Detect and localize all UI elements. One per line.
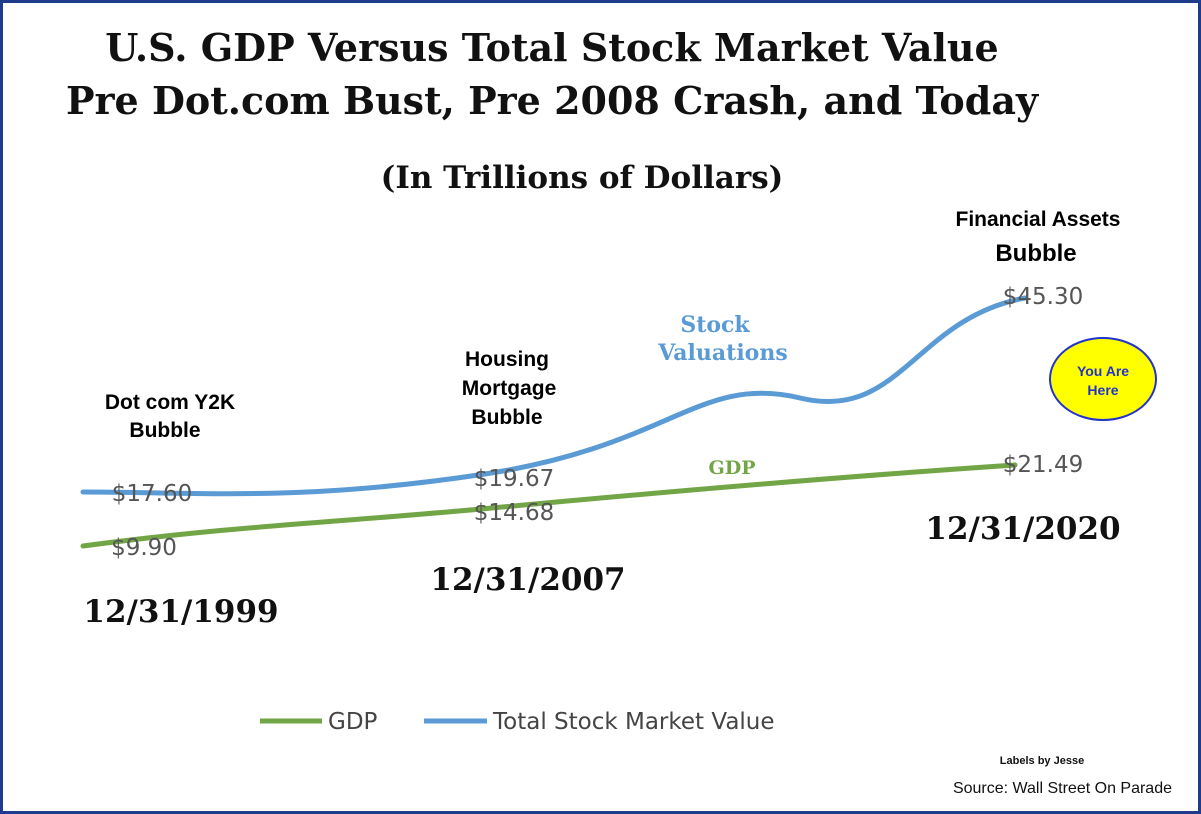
- you-are-here-badge: [1049, 337, 1157, 421]
- annotation-housing-line2: Mortgage: [462, 377, 557, 400]
- annotation-housing-line1: Housing: [465, 348, 549, 371]
- you-are-here-line2: Here: [1087, 382, 1118, 398]
- annotation-financial-line2: Bubble: [995, 240, 1076, 267]
- annotation-housing-line3: Bubble: [471, 406, 542, 429]
- annotation-dotcom-line2: Bubble: [129, 419, 200, 442]
- annotation-gdp-label: GDP: [709, 457, 756, 479]
- chart-title: U.S. GDP Versus Total Stock Market Value: [105, 25, 998, 70]
- annotation-financial-line1: Financial Assets: [956, 208, 1121, 231]
- series-line-gdp: [80, 462, 1018, 549]
- legend-label-stock: Total Stock Market Value: [492, 709, 775, 735]
- chart-subtitle: Pre Dot.com Bust, Pre 2008 Crash, and To…: [66, 78, 1039, 123]
- series-line-stock-market-value: [80, 295, 1028, 497]
- data-label-stock-1999: $17.60: [112, 481, 192, 507]
- data-label-gdp-2020: $21.49: [1003, 452, 1083, 478]
- data-label-gdp-1999: $9.90: [111, 535, 177, 561]
- data-label-stock-2020: $45.30: [1003, 284, 1083, 310]
- category-label-1999: 12/31/1999: [83, 594, 278, 630]
- source-credit: Source: Wall Street On Parade: [953, 780, 1172, 797]
- annotation-stock-line2: Valuations: [657, 340, 788, 366]
- data-label-stock-2007: $19.67: [474, 466, 554, 492]
- labels-by-credit: Labels by Jesse: [1000, 755, 1084, 767]
- units-label: (In Trillions of Dollars): [381, 160, 784, 196]
- category-label-2020: 12/31/2020: [925, 511, 1120, 547]
- you-are-here-line1: You Are: [1077, 363, 1129, 379]
- annotation-dotcom-line1: Dot com Y2K: [105, 391, 235, 414]
- legend-label-gdp: GDP: [328, 709, 378, 735]
- data-label-gdp-2007: $14.68: [474, 500, 554, 526]
- annotation-stock-line1: Stock: [680, 312, 750, 338]
- category-label-2007: 12/31/2007: [430, 562, 625, 598]
